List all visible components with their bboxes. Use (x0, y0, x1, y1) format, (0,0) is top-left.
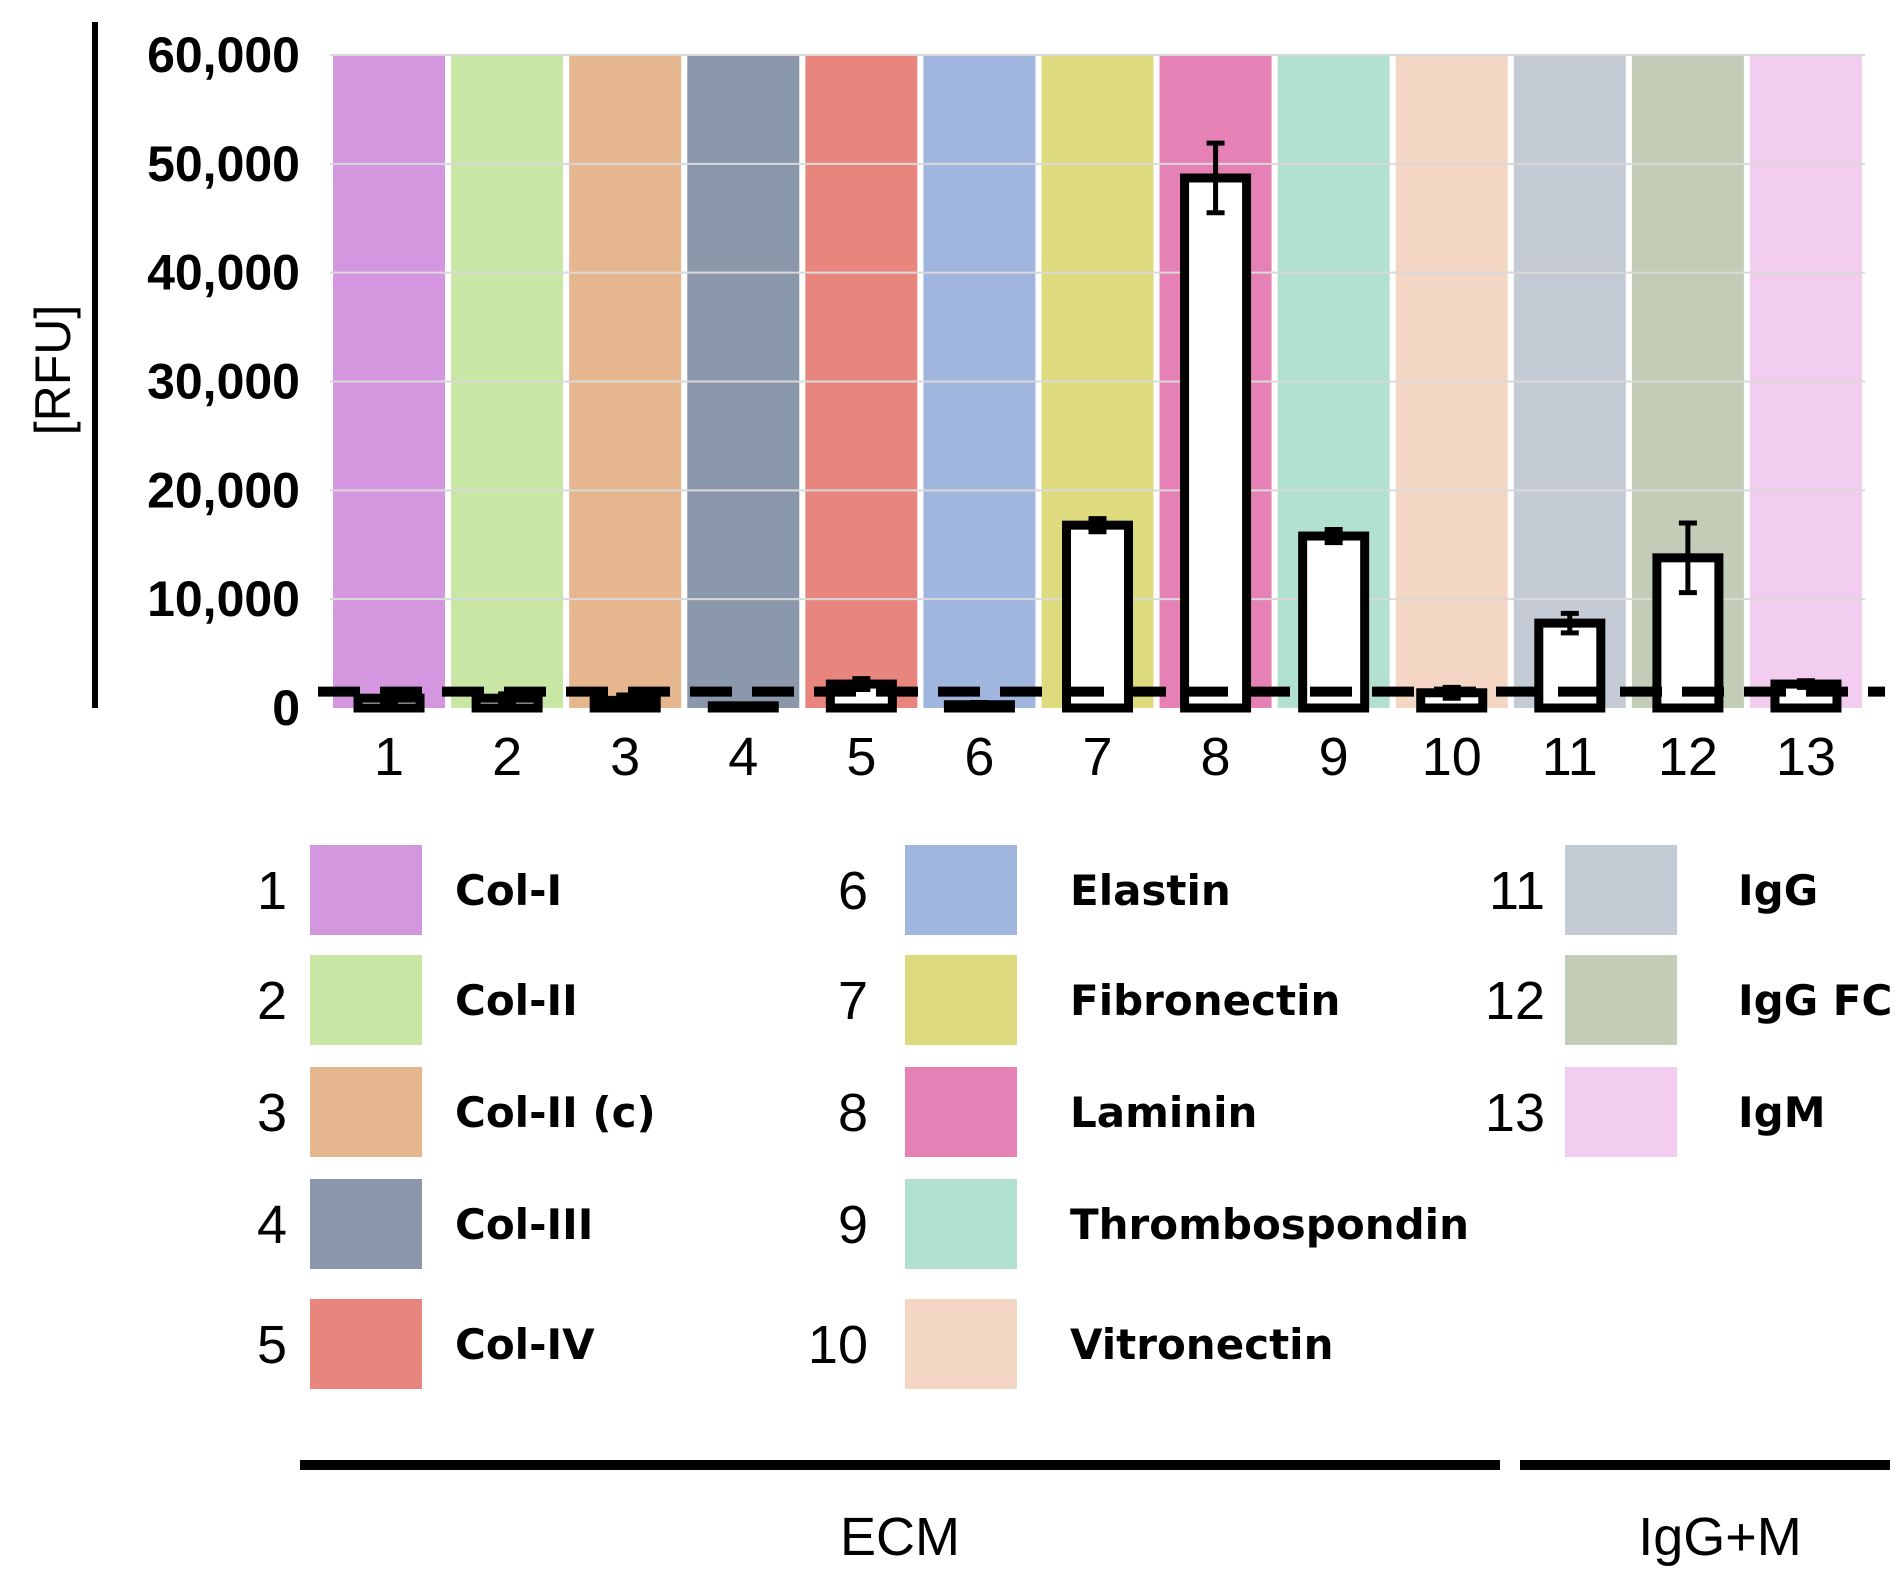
legend-swatch (310, 845, 422, 935)
legend-label: IgG FC (1738, 976, 1892, 1025)
legend-number: 12 (1485, 971, 1545, 1031)
bar-8 (1180, 173, 1252, 713)
y-tick-label: 30,000 (147, 354, 300, 410)
y-tick-labels: 0 10,000 20,000 30,000 40,000 50,000 60,000 (147, 27, 300, 736)
legend-item-7: 7 Fibronectin (838, 955, 1340, 1045)
legend-swatch (310, 1179, 422, 1269)
legend-item-9: 9 Thrombospondin (838, 1179, 1469, 1269)
group-label: IgG+M (1638, 1507, 1802, 1567)
legend-item-5: 5 Col-IV (257, 1299, 595, 1389)
x-tick-label: 2 (492, 727, 522, 787)
legend-swatch (905, 1067, 1017, 1157)
legend-item-12: 12 IgG FC (1485, 955, 1892, 1045)
x-tick-label: 12 (1658, 727, 1718, 787)
legend-swatch (310, 1067, 422, 1157)
legend-swatch (1565, 845, 1677, 935)
legend-label: Col-II (455, 976, 578, 1025)
legend-number: 9 (838, 1195, 868, 1255)
legend-label: Thrombospondin (1070, 1200, 1469, 1249)
x-tick-label: 10 (1422, 727, 1482, 787)
x-tick-label: 3 (610, 727, 640, 787)
x-tick-labels: 1 2 3 4 5 6 7 8 9 10 11 12 13 (374, 727, 1836, 787)
group-ECM: ECM (300, 1460, 1500, 1567)
error-bar-7 (1088, 516, 1107, 535)
bar-9 (1298, 531, 1370, 713)
legend-label: Col-IV (455, 1320, 595, 1369)
legend-number: 7 (838, 971, 868, 1031)
legend-number: 4 (257, 1195, 287, 1255)
legend-number: 13 (1485, 1083, 1545, 1143)
legend-number: 11 (1489, 861, 1545, 921)
legend-label: IgG (1738, 866, 1818, 915)
legend-number: 5 (257, 1315, 287, 1375)
legend-label: Laminin (1070, 1088, 1257, 1137)
error-bar-4 (734, 702, 753, 710)
legend-swatch (310, 955, 422, 1045)
legend: 1 Col-I 2 Col-II 3 Col-II (c) 4 Col-III 5 Col-IV 6… (257, 845, 1892, 1389)
legend-number: 8 (838, 1083, 868, 1143)
legend-item-11: 11 IgG (1489, 845, 1818, 935)
legend-number: 10 (808, 1315, 868, 1375)
legend-item-6: 6 Elastin (838, 845, 1231, 935)
legend-label: IgM (1738, 1088, 1826, 1137)
legend-swatch (1565, 1067, 1677, 1157)
x-tick-label: 9 (1319, 727, 1349, 787)
x-tick-label: 1 (374, 727, 404, 787)
legend-item-1: 1 Col-I (257, 845, 562, 935)
legend-label: Col-I (455, 866, 562, 915)
x-tick-label: 8 (1201, 727, 1231, 787)
group-brackets: ECM IgG+M (300, 1460, 1890, 1567)
bar-7 (1062, 520, 1133, 713)
error-bar-12 (1678, 520, 1697, 596)
legend-number: 1 (257, 861, 287, 921)
legend-item-3: 3 Col-II (c) (257, 1067, 656, 1157)
error-bar-6 (970, 700, 989, 710)
y-tick-label: 0 (272, 680, 300, 736)
y-axis-label: [RFU] (25, 305, 81, 436)
legend-label: Col-II (c) (455, 1088, 656, 1137)
x-tick-label: 7 (1082, 727, 1112, 787)
error-bar-9 (1324, 527, 1343, 546)
legend-item-8: 8 Laminin (838, 1067, 1257, 1157)
y-tick-label: 40,000 (147, 245, 300, 301)
legend-swatch (905, 845, 1017, 935)
y-tick-label: 50,000 (147, 136, 300, 192)
legend-item-13: 13 IgM (1485, 1067, 1826, 1157)
x-tick-label: 4 (728, 727, 758, 787)
legend-number: 2 (257, 971, 287, 1031)
group-IgG+M: IgG+M (1520, 1460, 1890, 1567)
group-label: ECM (840, 1507, 960, 1567)
error-bar-8 (1206, 140, 1225, 216)
legend-item-2: 2 Col-II (257, 955, 578, 1045)
legend-swatch (905, 1179, 1017, 1269)
x-tick-label: 13 (1776, 727, 1836, 787)
legend-swatch (905, 955, 1017, 1045)
legend-swatch (905, 1299, 1017, 1389)
legend-label: Col-III (455, 1200, 593, 1249)
legend-label: Elastin (1070, 866, 1231, 915)
x-tick-label: 5 (846, 727, 876, 787)
legend-swatch (1565, 955, 1677, 1045)
y-tick-label: 10,000 (147, 571, 300, 627)
y-tick-label: 20,000 (147, 462, 300, 518)
legend-label: Fibronectin (1070, 976, 1340, 1025)
error-bar-11 (1560, 610, 1579, 636)
legend-item-10: 10 Vitronectin (808, 1299, 1333, 1389)
y-tick-label: 60,000 (147, 27, 300, 83)
x-tick-label: 11 (1542, 727, 1598, 787)
legend-number: 6 (838, 861, 868, 921)
legend-label: Vitronectin (1070, 1320, 1333, 1369)
legend-number: 3 (257, 1083, 287, 1143)
x-tick-label: 6 (964, 727, 994, 787)
legend-item-4: 4 Col-III (257, 1179, 593, 1269)
legend-swatch (310, 1299, 422, 1389)
